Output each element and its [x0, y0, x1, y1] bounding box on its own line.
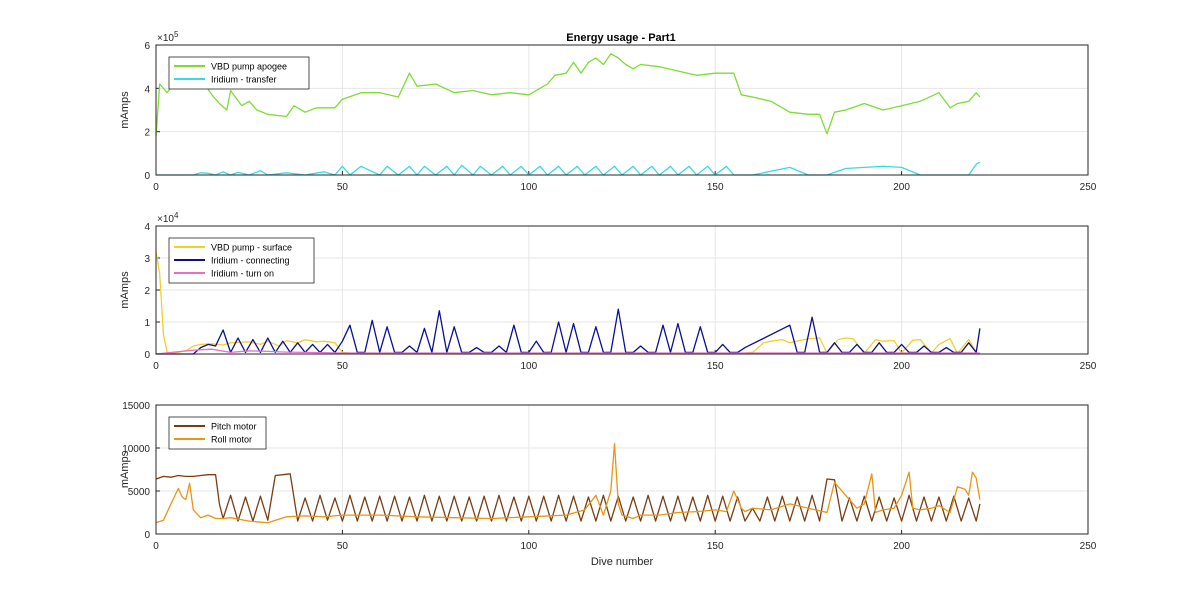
y-tick-label: 1 — [144, 318, 150, 329]
x-tick-label: 100 — [520, 361, 537, 372]
legend: VBD pump apogee Iridium - transfer — [168, 56, 310, 90]
x-tick-label: 0 — [153, 182, 159, 193]
y-tick-label: 0 — [144, 530, 150, 541]
y-axis-label: mAmps — [119, 91, 131, 129]
legend-box — [168, 56, 310, 90]
y-tick-label: 15000 — [122, 401, 150, 412]
legend-entry: Iridium - transfer — [211, 75, 277, 85]
legend-entry: Iridium - turn on — [211, 269, 274, 279]
plot-area — [156, 405, 1088, 534]
y-tick-label: 6 — [144, 41, 150, 52]
series-line-iridium-turn-on — [155, 348, 980, 355]
x-tick-label: 150 — [707, 541, 724, 552]
y-tick-label: 5000 — [128, 487, 151, 498]
x-tick-label: 250 — [1080, 541, 1097, 552]
x-axis-label: Dive number — [591, 556, 654, 568]
x-tick-label: 50 — [337, 361, 349, 372]
x-tick-label: 150 — [707, 182, 724, 193]
legend: Pitch motor Roll motor — [168, 416, 267, 450]
legend-entry: Pitch motor — [211, 422, 257, 432]
x-tick-label: 250 — [1080, 361, 1097, 372]
y-tick-label: 4 — [144, 84, 150, 95]
axes-box — [155, 404, 1089, 535]
x-tick-label: 50 — [337, 182, 349, 193]
x-tick-label: 200 — [893, 182, 910, 193]
subplot-1: 0 50 100 150 200 250 0 2 4 6 ×105 mAmps VBD pump apo… — [119, 30, 1097, 193]
x-tick-label: 200 — [893, 361, 910, 372]
axes-box — [155, 225, 1089, 355]
series-line-roll-motor — [155, 443, 981, 524]
y-tick-label: 0 — [144, 171, 150, 182]
legend-entry: VBD pump apogee — [211, 62, 287, 72]
x-tick-label: 100 — [520, 541, 537, 552]
legend-entry: Roll motor — [211, 435, 252, 445]
x-tick-label: 100 — [520, 182, 537, 193]
axis-exponent: ×105 — [157, 30, 179, 44]
subplot-3: 0 50 100 150 200 250 0 5000 10000 15000 mAmps Dive … — [119, 401, 1097, 568]
y-axis-label: mAmps — [119, 450, 131, 488]
y-tick-label: 0 — [144, 350, 150, 361]
series-line-vbd-pump-apogee — [155, 53, 981, 137]
axis-exponent-base: ×10 — [157, 33, 174, 44]
x-tick-label: 150 — [707, 361, 724, 372]
y-tick-label: 3 — [144, 254, 150, 265]
axis-exponent-power: 4 — [174, 211, 179, 220]
series-line-pitch-motor — [155, 473, 981, 522]
y-tick-label: 2 — [144, 286, 150, 297]
x-tick-label: 0 — [153, 541, 159, 552]
legend-box — [168, 416, 267, 450]
axes-box — [155, 44, 1089, 176]
x-tick-label: 250 — [1080, 182, 1097, 193]
axis-exponent: ×104 — [157, 211, 179, 225]
series-line-iridium-transfer — [156, 161, 981, 176]
legend-entry: Iridium - connecting — [211, 256, 290, 266]
y-axis-label: mAmps — [119, 271, 131, 309]
y-tick-label: 2 — [144, 128, 150, 139]
figure-title: Energy usage - Part1 — [566, 32, 675, 44]
y-tick-label: 4 — [144, 222, 150, 233]
x-tick-label: 200 — [893, 541, 910, 552]
legend-entry: VBD pump - surface — [211, 243, 292, 253]
x-tick-label: 50 — [337, 541, 349, 552]
legend: VBD pump - surface Iridium - connecting Ir… — [168, 237, 315, 284]
axis-exponent-power: 5 — [174, 30, 179, 39]
axis-exponent-base: ×10 — [157, 214, 174, 225]
y-tick-label: 10000 — [122, 444, 150, 455]
x-tick-label: 0 — [153, 361, 159, 372]
